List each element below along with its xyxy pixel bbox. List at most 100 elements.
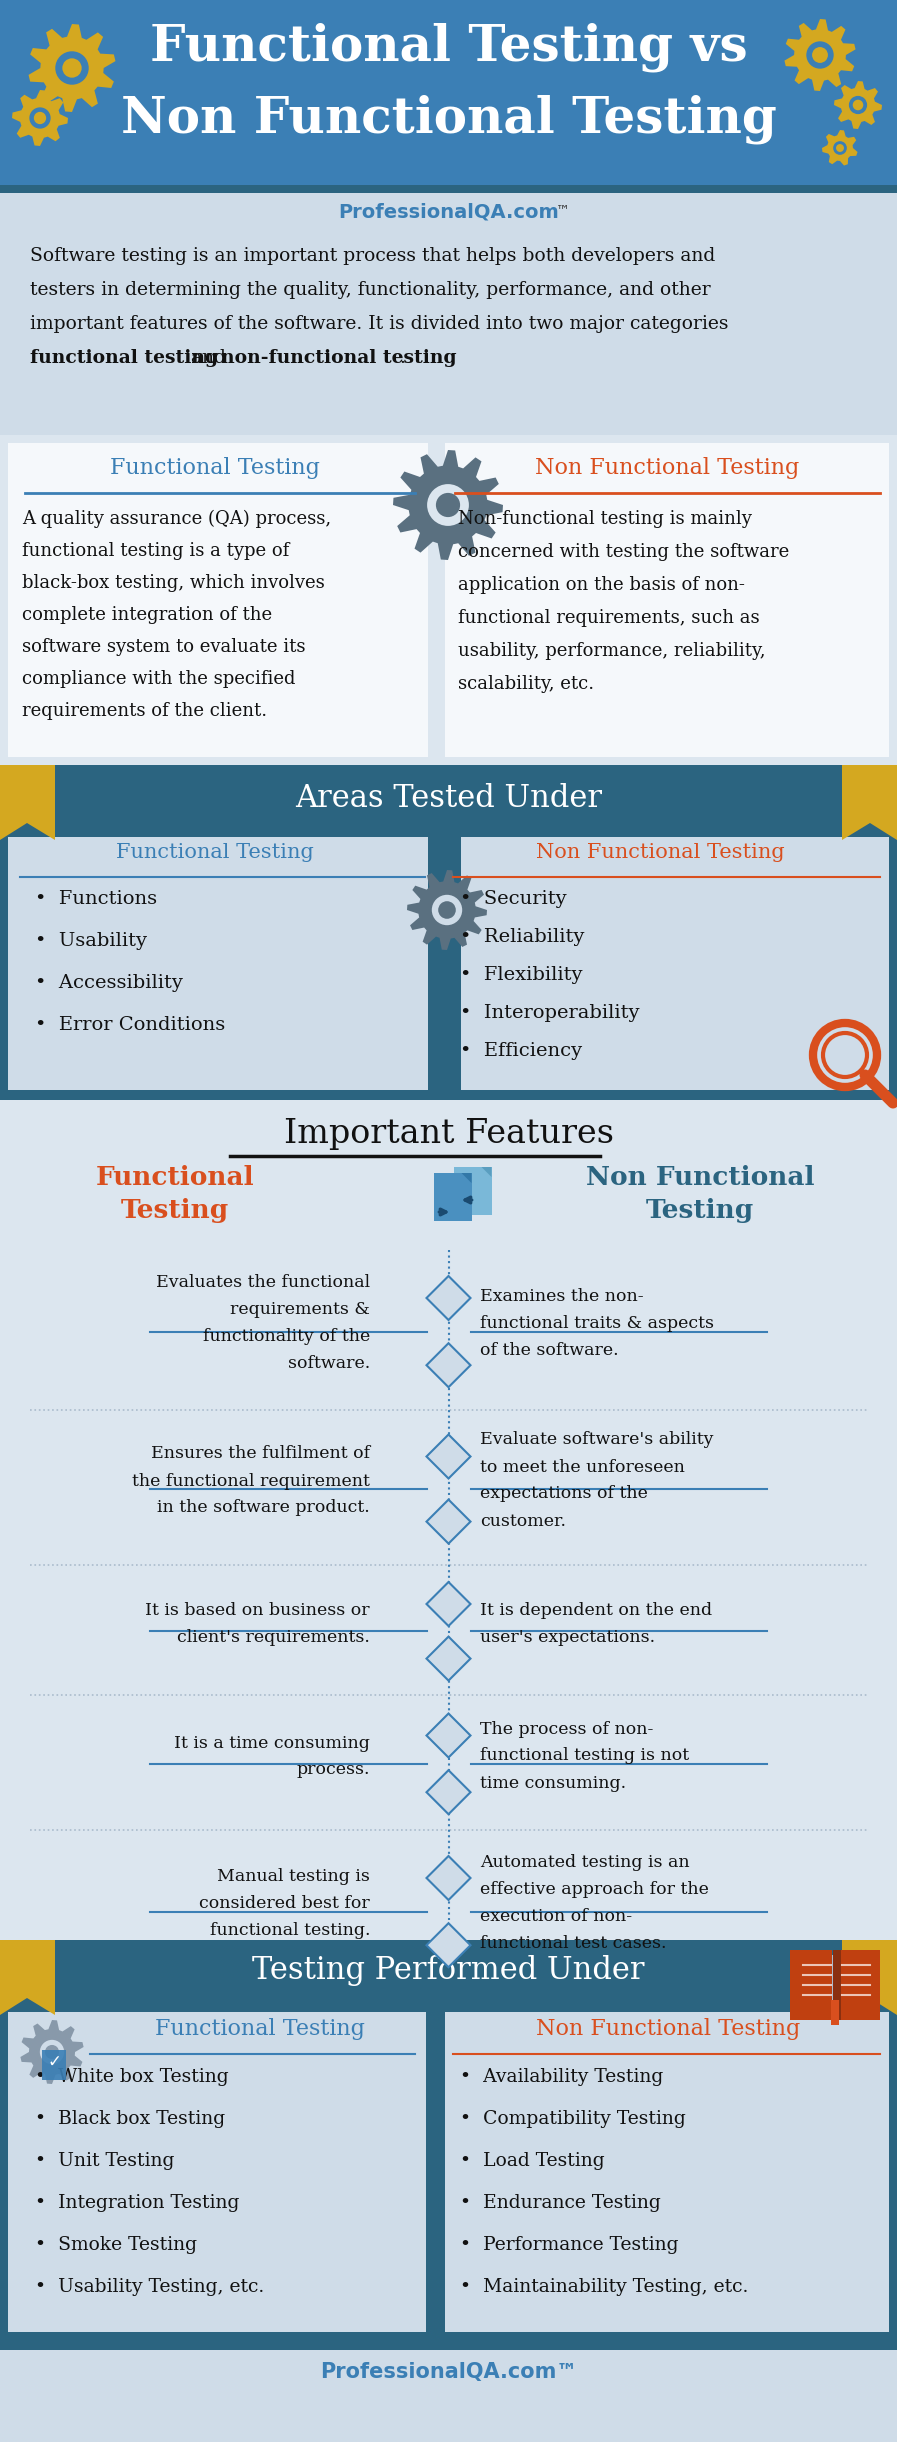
Polygon shape <box>426 1714 471 1758</box>
Polygon shape <box>426 1582 471 1626</box>
Bar <box>0 186 897 435</box>
Polygon shape <box>426 1770 471 1814</box>
Text: the functional requirement: the functional requirement <box>132 1473 370 1490</box>
Text: testers in determining the quality, functionality, performance, and other: testers in determining the quality, func… <box>30 281 710 298</box>
Text: •  Integration Testing: • Integration Testing <box>35 2193 239 2212</box>
Text: •  Error Conditions: • Error Conditions <box>35 1016 225 1033</box>
Circle shape <box>431 894 462 926</box>
Circle shape <box>34 112 46 125</box>
Polygon shape <box>0 1939 55 2015</box>
Text: software system to evaluate its: software system to evaluate its <box>22 637 306 657</box>
Text: functional testing is not: functional testing is not <box>480 1748 689 1766</box>
Text: process.: process. <box>297 1761 370 1778</box>
Polygon shape <box>842 764 897 840</box>
Text: Non Functional Testing: Non Functional Testing <box>120 95 777 144</box>
Text: Ensures the fulfilment of: Ensures the fulfilment of <box>151 1446 370 1463</box>
Bar <box>0 2349 897 2442</box>
Text: Functional Testing: Functional Testing <box>110 457 320 479</box>
Text: •  Availability Testing: • Availability Testing <box>460 2068 663 2085</box>
Text: •  Compatibility Testing: • Compatibility Testing <box>460 2110 685 2127</box>
Text: •  Unit Testing: • Unit Testing <box>35 2151 174 2171</box>
Text: ™: ™ <box>556 203 570 217</box>
Polygon shape <box>21 2020 83 2083</box>
Text: •  Performance Testing: • Performance Testing <box>460 2237 678 2254</box>
Bar <box>433 838 461 1089</box>
Text: ✓: ✓ <box>48 2054 62 2071</box>
Text: Important Features: Important Features <box>283 1118 614 1150</box>
Bar <box>0 1099 897 1939</box>
Text: time consuming.: time consuming. <box>480 1775 626 1792</box>
Circle shape <box>833 142 847 154</box>
Bar <box>838 1951 880 2020</box>
Text: functional test cases.: functional test cases. <box>480 1934 666 1951</box>
Text: client's requirements.: client's requirements. <box>177 1629 370 1646</box>
Text: Automated testing is an: Automated testing is an <box>480 1853 690 1871</box>
Text: •  Functions: • Functions <box>35 889 157 908</box>
Text: black-box testing, which involves: black-box testing, which involves <box>22 574 325 591</box>
Bar <box>790 1951 832 2020</box>
Text: Functional Testing: Functional Testing <box>155 2017 365 2039</box>
Circle shape <box>853 100 863 110</box>
Text: functional testing is a type of: functional testing is a type of <box>22 542 289 559</box>
Text: •  White box Testing: • White box Testing <box>35 2068 229 2085</box>
Text: functional traits & aspects: functional traits & aspects <box>480 1314 714 1331</box>
Text: execution of non-: execution of non- <box>480 1907 632 1924</box>
Circle shape <box>849 95 867 115</box>
Text: •  Efficiency: • Efficiency <box>460 1043 582 1060</box>
Text: •  Black box Testing: • Black box Testing <box>35 2110 225 2127</box>
Circle shape <box>439 901 456 918</box>
Text: The process of non-: The process of non- <box>480 1722 653 1739</box>
Text: software.: software. <box>288 1355 370 1372</box>
Text: Areas Tested Under: Areas Tested Under <box>295 784 602 813</box>
Text: Examines the non-: Examines the non- <box>480 1287 644 1304</box>
Text: •  Usability: • Usability <box>35 933 147 950</box>
Bar <box>42 2049 66 2081</box>
Text: concerned with testing the software: concerned with testing the software <box>458 542 789 562</box>
Circle shape <box>30 107 50 129</box>
Text: customer.: customer. <box>480 1512 566 1529</box>
Polygon shape <box>482 1167 492 1177</box>
Text: functionality of the: functionality of the <box>203 1328 370 1346</box>
Text: Functional
Testing: Functional Testing <box>96 1165 255 1223</box>
Text: •  Endurance Testing: • Endurance Testing <box>460 2193 661 2212</box>
Polygon shape <box>29 24 116 112</box>
Text: Non Functional
Testing: Non Functional Testing <box>586 1165 814 1223</box>
Circle shape <box>836 144 844 151</box>
Text: of the software.: of the software. <box>480 1343 619 1360</box>
Text: Functional Testing vs: Functional Testing vs <box>150 22 747 71</box>
Circle shape <box>427 484 469 525</box>
Circle shape <box>56 51 89 85</box>
Bar <box>0 1939 897 2349</box>
Polygon shape <box>426 1924 471 1968</box>
Text: scalability, etc.: scalability, etc. <box>458 674 594 694</box>
Bar <box>8 442 428 757</box>
Polygon shape <box>842 1939 897 2015</box>
Text: Manual testing is: Manual testing is <box>217 1868 370 1885</box>
Text: •  Flexibility: • Flexibility <box>460 967 582 984</box>
Text: requirements &: requirements & <box>231 1302 370 1319</box>
Text: functional requirements, such as: functional requirements, such as <box>458 608 760 628</box>
Bar <box>833 1951 841 2020</box>
Text: compliance with the specified: compliance with the specified <box>22 669 295 689</box>
Text: Evaluate software's ability: Evaluate software's ability <box>480 1431 713 1448</box>
Circle shape <box>812 46 828 63</box>
Bar <box>8 838 428 1089</box>
Polygon shape <box>785 20 856 90</box>
Text: Software testing is an important process that helps both developers and: Software testing is an important process… <box>30 247 715 266</box>
Circle shape <box>806 42 833 68</box>
Text: •  Load Testing: • Load Testing <box>460 2151 605 2171</box>
Text: It is dependent on the end: It is dependent on the end <box>480 1602 712 1619</box>
Polygon shape <box>426 1343 471 1387</box>
Text: ProfessionalQA.com: ProfessionalQA.com <box>338 203 559 222</box>
Bar <box>445 2012 889 2332</box>
Text: It is based on business or: It is based on business or <box>145 1602 370 1619</box>
Text: ProfessionalQA.com™: ProfessionalQA.com™ <box>320 2361 577 2381</box>
Text: Testing Performed Under: Testing Performed Under <box>252 1956 645 1985</box>
Bar <box>0 764 897 1099</box>
Text: considered best for: considered best for <box>199 1895 370 1912</box>
Polygon shape <box>461 1172 472 1182</box>
Polygon shape <box>426 1856 471 1900</box>
Circle shape <box>62 59 82 78</box>
Text: to meet the unforeseen: to meet the unforeseen <box>480 1458 685 1475</box>
Circle shape <box>436 493 460 518</box>
